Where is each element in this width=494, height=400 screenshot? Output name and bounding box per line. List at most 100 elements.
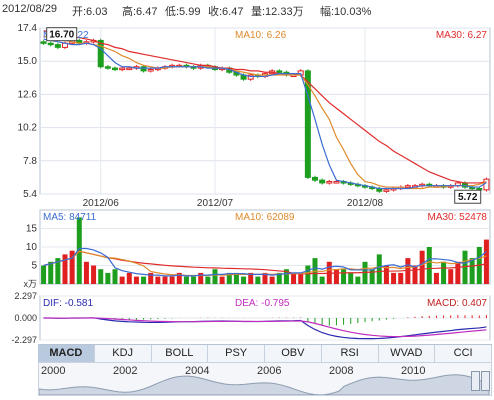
volume-bar — [91, 265, 97, 284]
quote-low: 低:5.99 — [165, 6, 201, 18]
volume-bar — [126, 272, 132, 284]
volume-bar — [112, 269, 118, 284]
volume-bar — [255, 276, 261, 284]
tab-cci[interactable]: CCI — [435, 345, 492, 362]
volume-bar — [119, 276, 125, 284]
ma10-legend: MA10: 6.26 — [235, 30, 287, 41]
timeline-year-label: 2006 — [257, 365, 282, 377]
candle — [54, 44, 61, 48]
price-y-tick: 5.4 — [23, 189, 37, 200]
volume-bar — [269, 276, 275, 284]
candle — [383, 189, 390, 192]
candle — [319, 179, 326, 184]
timeline-year-label: 2004 — [185, 365, 210, 377]
volume-bar — [276, 272, 282, 284]
candle — [276, 70, 283, 73]
quote-date: 2012/08/29 — [2, 3, 58, 15]
volume-bar — [148, 272, 154, 284]
volume-bar — [305, 265, 311, 284]
volume-bar — [69, 250, 75, 284]
volume-bar — [176, 272, 182, 284]
candle — [333, 181, 340, 184]
macd-legend: MACD: 0.407 — [427, 298, 487, 309]
range-handle-right[interactable] — [481, 371, 490, 391]
volume-ma30-legend: MA30: 52478 — [428, 212, 488, 223]
candle — [247, 74, 254, 80]
volume-bar — [41, 265, 47, 284]
price-y-tick: 17.4 — [18, 23, 38, 34]
volume-bar — [405, 258, 411, 284]
candle — [404, 185, 411, 188]
volume-bar — [291, 272, 297, 284]
candle — [483, 178, 490, 191]
price-y-tick: 10.2 — [18, 123, 38, 134]
volume-bar — [105, 272, 111, 284]
volume-bar — [98, 269, 104, 284]
tab-rsi[interactable]: RSI — [322, 345, 379, 362]
volume-bar — [133, 276, 139, 284]
volume-bar — [398, 272, 404, 284]
tab-macd[interactable]: MACD — [38, 345, 95, 362]
volume-bar — [341, 269, 347, 284]
volume-bar — [483, 239, 489, 284]
volume-bar — [141, 276, 147, 284]
volume-bar — [348, 272, 354, 284]
volume-bar — [226, 272, 232, 284]
dea-line — [43, 317, 487, 338]
volume-bar — [462, 250, 468, 284]
ma10-line — [43, 35, 487, 190]
timeline-year-label: 2008 — [329, 365, 354, 377]
quote-high: 高:6.47 — [122, 6, 158, 18]
quote-header: 2012/08/29 开:6.03 高:6.47 低:5.99 收:6.47 量… — [0, 0, 494, 18]
volume-bar — [198, 272, 204, 284]
volume-bar — [298, 272, 304, 284]
candle — [126, 67, 133, 71]
volume-bar — [205, 276, 211, 284]
volume-bar — [426, 247, 432, 284]
price-x-tick: 2012/08 — [347, 198, 384, 209]
quote-volume: 量:12.33万 — [251, 6, 304, 18]
timeline-year-label: 2002 — [113, 365, 138, 377]
range-handle-left[interactable] — [471, 371, 480, 391]
volume-bar — [248, 272, 254, 284]
dea-legend: DEA: -0.795 — [235, 298, 290, 309]
volume-bar — [319, 276, 325, 284]
candle — [147, 69, 154, 72]
volume-bar — [262, 272, 268, 284]
candle — [326, 181, 333, 184]
candle — [112, 67, 118, 71]
price-y-tick: 15.0 — [18, 56, 38, 67]
candle — [47, 42, 54, 46]
low-marker-label: 5.72 — [458, 192, 478, 203]
volume-bar — [169, 276, 175, 284]
candle — [119, 67, 126, 71]
volume-bar — [212, 269, 218, 284]
low-marker-box — [454, 189, 482, 204]
ma5-line — [43, 38, 487, 190]
quote-close: 收:6.47 — [208, 6, 244, 18]
volume-unit: x万 — [23, 279, 37, 289]
volume-bar — [441, 261, 447, 284]
quote-open: 开:6.03 — [72, 6, 108, 18]
volume-bar — [448, 269, 454, 284]
tab-kdj[interactable]: KDJ — [95, 345, 152, 362]
candle — [140, 66, 147, 72]
tab-psy[interactable]: PSY — [208, 345, 265, 362]
volume-ma5-line — [43, 247, 487, 277]
volume-bar — [219, 276, 225, 284]
tab-obv[interactable]: OBV — [265, 345, 322, 362]
timeline-year-label: 2000 — [41, 365, 66, 377]
volume-bar — [369, 269, 375, 284]
volume-bar — [469, 258, 475, 284]
price-x-tick: 2012/07 — [197, 198, 234, 209]
macd-y-tick: -2.297 — [11, 335, 37, 344]
macd-y-tick: 0.000 — [14, 313, 37, 323]
stock-chart[interactable]: 17.4 15.0 12.6 10.2 7.8 5.4 2012/06 2012/07 2012… — [0, 18, 494, 344]
tab-wvad[interactable]: WVAD — [379, 345, 436, 362]
volume-y-tick: 5 — [31, 261, 37, 272]
volume-bar — [233, 272, 239, 284]
timeline-navigator[interactable]: 2000 2002 2004 2006 2008 2010 — [38, 362, 492, 396]
volume-bar — [333, 269, 339, 284]
high-marker-box — [46, 27, 78, 42]
tab-boll[interactable]: BOLL — [152, 345, 209, 362]
